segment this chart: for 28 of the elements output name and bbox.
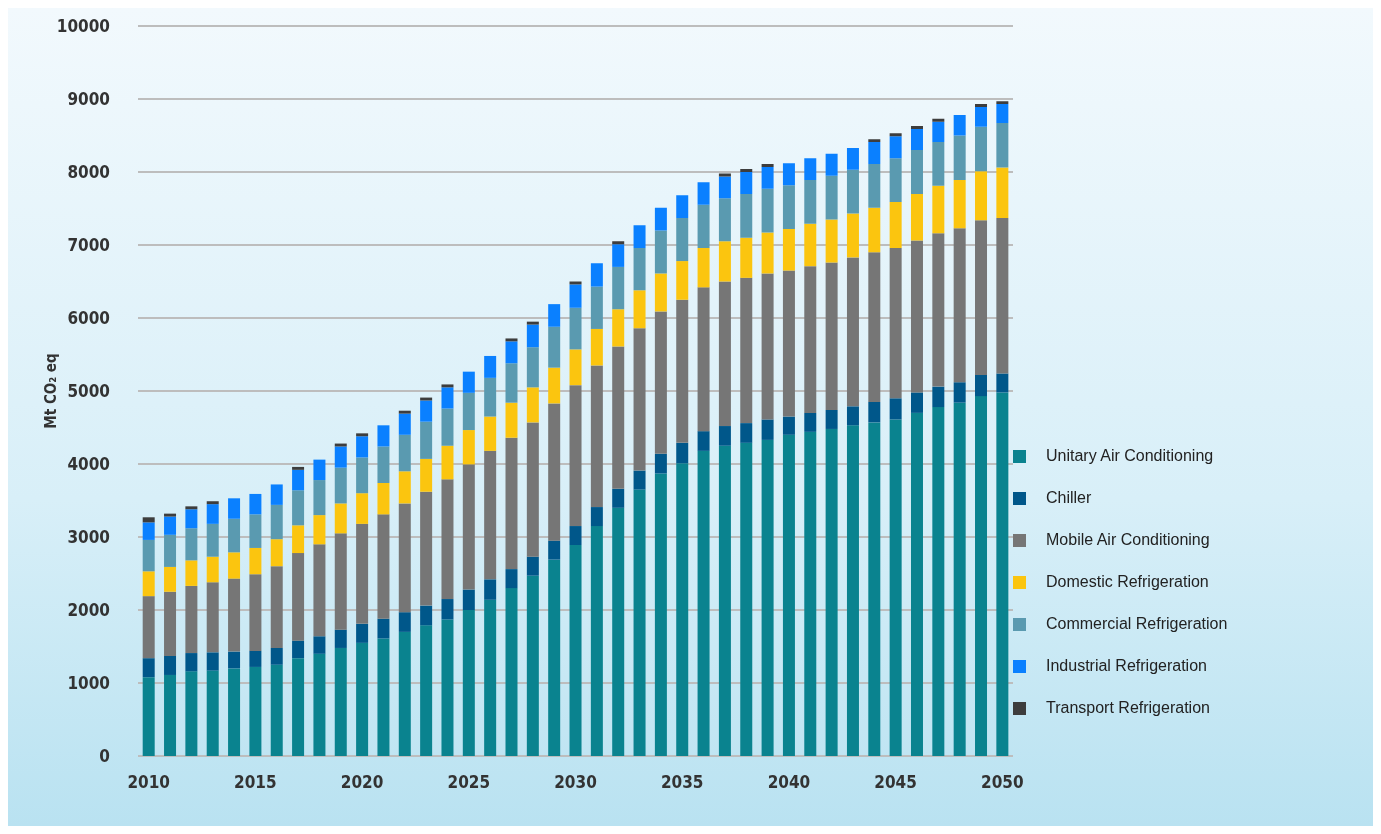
y-tick-label: 9000	[67, 89, 110, 110]
x-tick-label: 2025	[447, 772, 491, 793]
x-tick-label: 2035	[660, 772, 704, 793]
legend-label: Industrial Refrigeration	[1046, 657, 1207, 675]
x-tick-label: 2050	[981, 772, 1024, 793]
y-tick-label: 0	[99, 746, 110, 767]
x-tick-label: 2010	[127, 772, 170, 793]
x-tick-label: 2045	[874, 772, 917, 793]
y-tick-label: 6000	[67, 308, 110, 329]
legend-label: Unitary Air Conditioning	[1046, 447, 1214, 465]
legend-label: Mobile Air Conditioning	[1046, 531, 1210, 549]
y-tick-label: 4000	[67, 454, 110, 475]
x-tick-label: 2040	[767, 772, 811, 793]
y-tick-label: 10000	[56, 16, 110, 37]
legend-label: Domestic Refrigeration	[1046, 573, 1209, 591]
y-tick-label: 7000	[67, 235, 110, 256]
legend-label: Chiller	[1046, 489, 1092, 507]
legend-label: Commercial Refrigeration	[1046, 615, 1228, 633]
y-tick-label: 5000	[67, 381, 110, 402]
y-axis-title: Mt CO₂ eq	[42, 353, 60, 429]
legend-label: Transport Refrigeration	[1046, 699, 1210, 717]
x-tick-label: 2015	[234, 772, 277, 793]
y-tick-label: 2000	[67, 600, 110, 621]
y-tick-label: 8000	[67, 162, 110, 183]
y-tick-label: 3000	[67, 527, 110, 548]
y-tick-label: 1000	[67, 673, 110, 694]
x-tick-label: 2030	[554, 772, 597, 793]
x-tick-label: 2020	[340, 772, 384, 793]
